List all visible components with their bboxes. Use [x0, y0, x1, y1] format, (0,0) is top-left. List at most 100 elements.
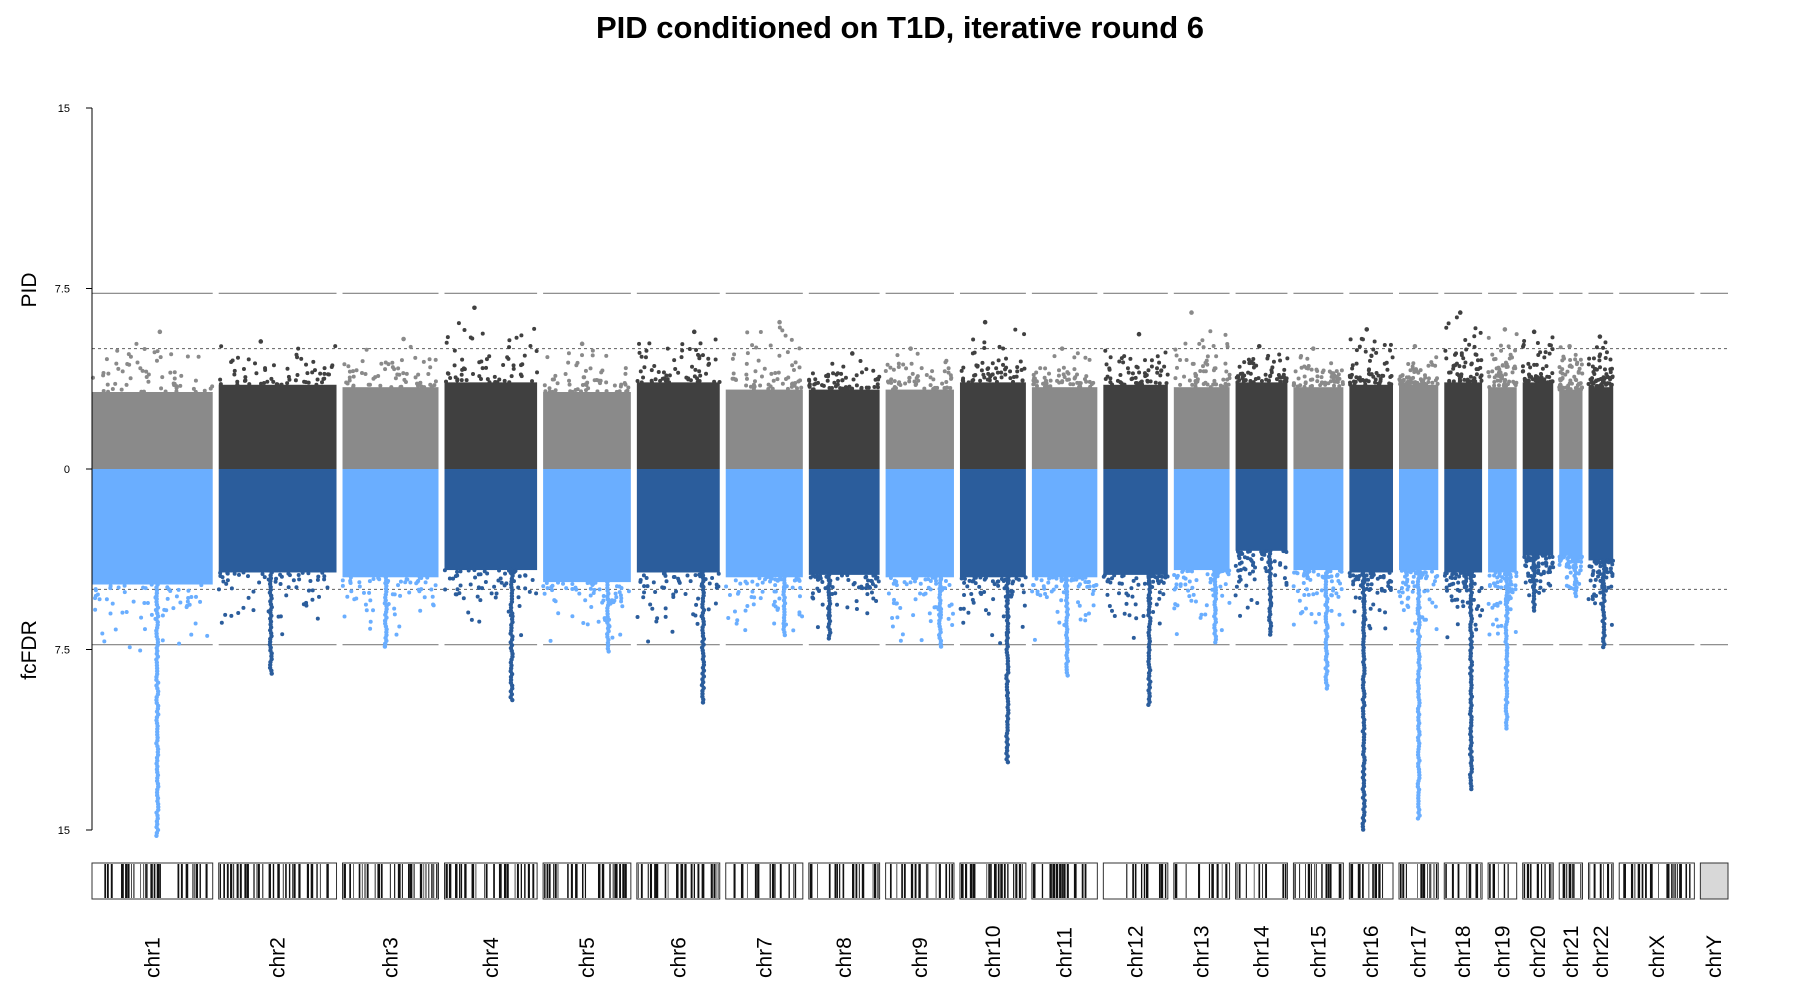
bottom-point — [545, 586, 550, 591]
top-point — [762, 366, 767, 371]
bottom-point — [1498, 579, 1503, 584]
bottom-point — [1076, 600, 1081, 605]
top-point — [1540, 366, 1545, 371]
bottom-point — [645, 584, 650, 589]
ideogram-chr6 — [636, 862, 721, 900]
bottom-point — [177, 641, 182, 646]
bottom-point — [1247, 571, 1252, 576]
top-point — [299, 356, 304, 361]
bottom-point — [1077, 575, 1082, 580]
top-density-band-chr17 — [1399, 384, 1439, 469]
top-point — [1412, 381, 1417, 386]
ideogram-chr1 — [91, 862, 214, 900]
top-point — [789, 382, 794, 387]
top-point — [1490, 369, 1495, 374]
top-point — [563, 372, 568, 377]
top-point — [1155, 370, 1160, 375]
top-point — [427, 357, 432, 362]
top-point — [1315, 379, 1320, 384]
top-point — [619, 382, 624, 387]
bottom-point — [368, 626, 373, 631]
top-point — [789, 337, 794, 342]
ideogram-band — [938, 864, 941, 898]
top-point — [1594, 345, 1599, 350]
bottom-point — [1194, 578, 1199, 583]
bottom-density-band-chr3 — [342, 469, 439, 578]
ideogram-band — [1623, 864, 1626, 898]
bottom-point — [577, 591, 582, 596]
top-point — [230, 358, 235, 363]
bottom-point — [1404, 569, 1409, 574]
top-point — [163, 389, 168, 394]
bottom-point — [727, 592, 732, 597]
bottom-point — [965, 584, 970, 589]
top-point — [930, 369, 935, 374]
bottom-point — [596, 619, 601, 624]
top-point — [1194, 373, 1199, 378]
bottom-point — [898, 605, 903, 610]
ideogram-band — [233, 864, 235, 898]
bottom-point — [165, 596, 170, 601]
bottom-point — [1031, 583, 1036, 588]
top-point — [1462, 364, 1467, 369]
bottom-point — [1235, 549, 1240, 554]
bottom-peak-point — [782, 632, 788, 638]
top-point — [676, 370, 681, 375]
bottom-point — [476, 585, 481, 590]
bottom-point — [641, 573, 646, 578]
top-point — [116, 366, 121, 371]
top-point — [530, 379, 535, 384]
bottom-point — [120, 610, 125, 615]
bottom-point — [189, 594, 194, 599]
top-point — [174, 385, 179, 390]
bottom-point — [430, 594, 435, 599]
bottom-point — [1309, 612, 1314, 617]
bottom-point — [138, 648, 143, 653]
bottom-point — [403, 580, 408, 585]
top-point — [713, 357, 718, 362]
top-point — [1350, 366, 1355, 371]
ideogram-band — [484, 864, 485, 898]
ideogram-band — [1433, 864, 1435, 898]
bottom-point — [165, 585, 170, 590]
ideogram-band — [366, 864, 369, 898]
ideogram-band — [1378, 864, 1381, 898]
top-point — [1336, 372, 1341, 377]
top-point — [928, 375, 933, 380]
ideogram-band — [948, 864, 951, 898]
top-point — [940, 381, 945, 386]
bottom-point — [1338, 581, 1343, 586]
top-point — [1513, 366, 1518, 371]
top-point — [1062, 374, 1067, 379]
bottom-density-band-chr10 — [959, 469, 1026, 578]
top-point — [1463, 337, 1468, 342]
ideogram-band — [1382, 864, 1384, 898]
top-point — [999, 375, 1004, 380]
bottom-point — [1157, 596, 1162, 601]
bottom-point — [1046, 580, 1051, 585]
bottom-point — [683, 591, 688, 596]
bottom-point — [466, 610, 471, 615]
ideogram-band — [997, 864, 1000, 898]
top-point — [1356, 376, 1361, 381]
top-point — [185, 354, 190, 359]
bottom-point — [1474, 627, 1479, 632]
bottom-density-band-chr11 — [1031, 469, 1098, 578]
top-point — [1473, 379, 1478, 384]
bottom-point — [614, 584, 619, 589]
ideogram-band — [146, 864, 148, 898]
top-point — [318, 371, 323, 376]
top-point — [667, 373, 672, 378]
top-point — [1339, 368, 1344, 373]
top-point — [1115, 378, 1120, 383]
bottom-point — [1377, 608, 1382, 613]
top-peak-point-chr11 — [1059, 346, 1065, 351]
bottom-point — [1486, 601, 1491, 606]
top-point — [128, 354, 133, 359]
top-point — [219, 344, 224, 349]
top-point — [667, 380, 672, 385]
top-point — [418, 380, 423, 385]
top-point — [314, 382, 319, 387]
top-point — [484, 365, 489, 370]
bottom-point — [280, 632, 285, 637]
